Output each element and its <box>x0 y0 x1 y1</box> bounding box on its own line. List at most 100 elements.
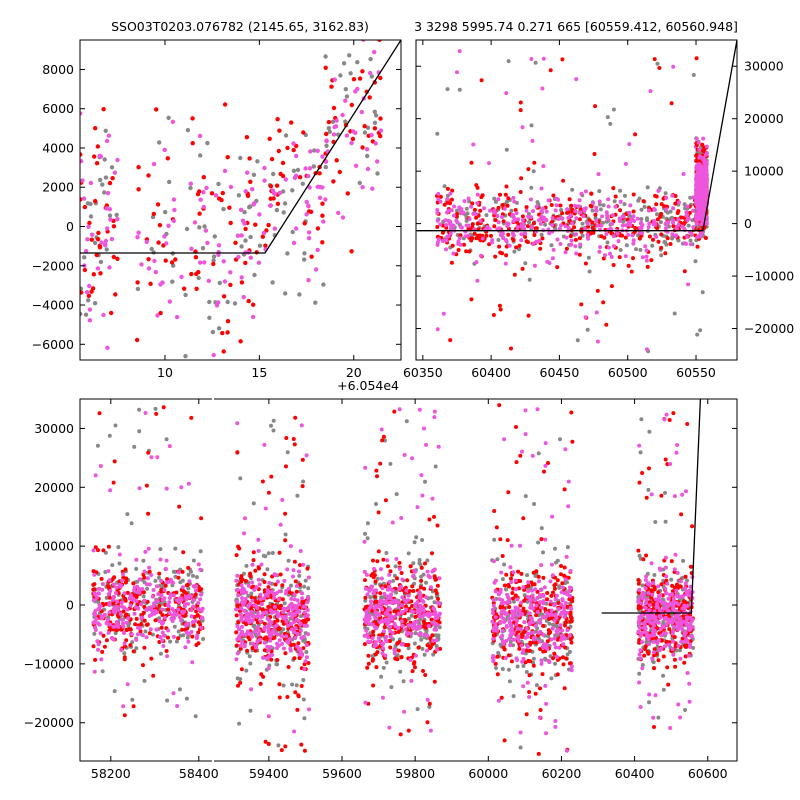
data-point <box>250 187 255 192</box>
data-point <box>163 258 168 263</box>
data-point <box>317 171 322 176</box>
data-point <box>410 584 415 589</box>
data-point <box>304 212 309 217</box>
data-point <box>196 607 201 611</box>
data-point <box>113 292 118 297</box>
data-point <box>585 327 590 332</box>
data-point <box>292 592 297 597</box>
data-point <box>385 594 390 599</box>
data-point <box>189 629 194 634</box>
data-point <box>506 667 511 672</box>
data-point <box>92 669 97 674</box>
data-point <box>700 217 705 222</box>
data-point <box>532 263 537 268</box>
data-point <box>248 661 253 666</box>
data-point <box>103 550 108 555</box>
axes-frame <box>79 39 402 361</box>
data-point <box>411 561 416 566</box>
data-point <box>96 591 101 596</box>
data-point <box>541 623 546 628</box>
data-point <box>574 251 579 256</box>
data-point <box>294 610 299 615</box>
data-point <box>548 68 553 73</box>
data-point <box>365 536 370 541</box>
data-point <box>697 154 702 159</box>
data-point <box>320 185 325 190</box>
data-point <box>479 78 484 83</box>
data-point <box>193 255 199 260</box>
data-point <box>383 498 388 503</box>
data-point <box>575 338 580 343</box>
data-point <box>197 211 202 216</box>
data-point <box>550 256 555 261</box>
data-point <box>538 708 543 712</box>
data-point <box>559 223 564 228</box>
data-point <box>400 603 405 608</box>
data-point <box>250 618 255 623</box>
data-point <box>393 564 398 569</box>
data-point <box>196 275 201 281</box>
data-point <box>236 193 242 198</box>
data-point <box>91 569 96 574</box>
data-point <box>193 592 198 597</box>
data-point <box>673 201 678 206</box>
data-point <box>162 234 167 239</box>
data-point <box>294 683 299 688</box>
data-point <box>303 659 308 664</box>
data-point <box>82 255 87 260</box>
data-point <box>504 238 508 243</box>
data-point <box>239 589 244 594</box>
data-point <box>128 603 133 608</box>
data-point <box>664 207 669 212</box>
data-point <box>299 684 304 688</box>
data-point <box>173 574 178 579</box>
data-point <box>388 569 393 574</box>
data-point <box>154 107 159 112</box>
data-point <box>595 288 600 293</box>
data-point <box>105 617 110 622</box>
data-point <box>225 155 230 160</box>
data-point <box>114 212 119 218</box>
data-point <box>417 558 422 562</box>
data-point <box>158 557 163 562</box>
data-point <box>506 490 511 495</box>
data-point <box>143 411 148 415</box>
data-point <box>138 629 143 634</box>
data-point <box>242 571 246 576</box>
data-point <box>665 236 670 241</box>
data-point <box>549 608 554 613</box>
data-point <box>103 128 108 133</box>
data-point <box>547 621 552 626</box>
data-point <box>283 538 288 543</box>
data-point <box>419 637 424 642</box>
data-point <box>116 624 121 629</box>
data-point <box>521 516 526 521</box>
data-point <box>353 163 359 168</box>
data-point <box>293 415 298 420</box>
data-point <box>123 644 127 649</box>
data-point <box>134 566 139 571</box>
data-point <box>239 631 244 636</box>
data-point <box>302 251 307 256</box>
data-point <box>700 212 705 217</box>
data-point <box>168 592 173 597</box>
data-point <box>113 423 118 428</box>
data-point <box>293 579 298 584</box>
data-point <box>243 260 248 266</box>
data-point <box>251 550 256 555</box>
data-point <box>240 218 246 223</box>
data-point <box>564 633 569 638</box>
data-point <box>326 119 332 125</box>
data-point <box>539 209 544 214</box>
data-point <box>337 169 342 175</box>
data-point <box>589 191 594 196</box>
data-point <box>283 291 288 296</box>
data-point <box>174 314 180 320</box>
data-point <box>260 479 265 484</box>
data-point <box>435 242 440 247</box>
data-point <box>442 202 447 207</box>
data-point <box>189 608 194 613</box>
data-point <box>329 84 334 89</box>
data-point <box>400 623 405 628</box>
data-point <box>306 632 311 637</box>
